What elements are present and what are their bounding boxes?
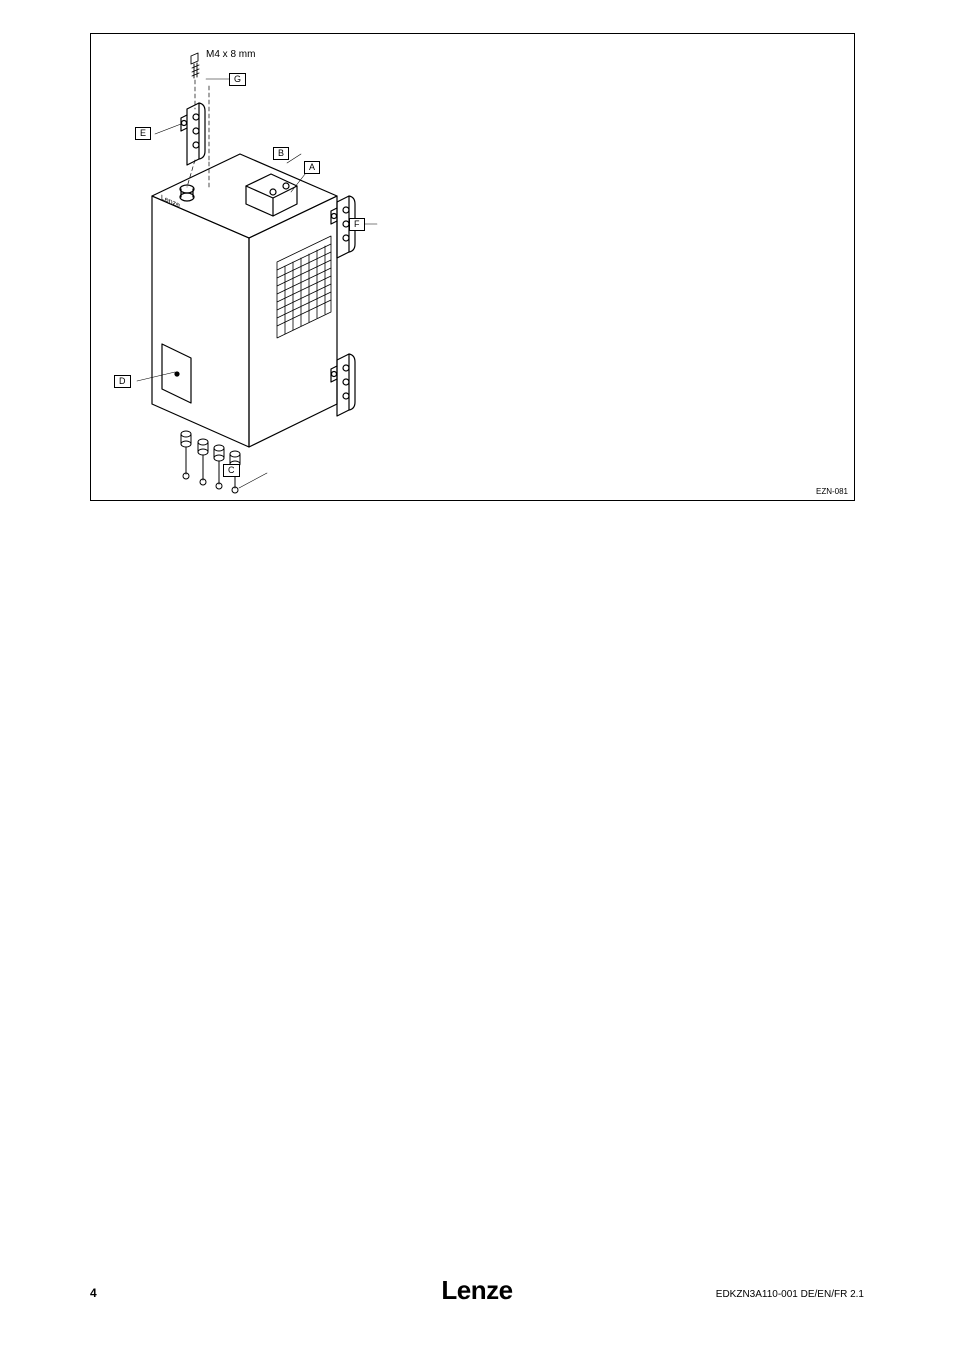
- callout-f: F: [349, 218, 365, 231]
- callout-e: E: [135, 127, 151, 140]
- page-footer: 4 Lenze EDKZN3A110-001 DE/EN/FR 2.1: [90, 1270, 864, 1300]
- figure-id-label: EZN-081: [816, 487, 848, 496]
- callout-a: A: [304, 161, 320, 174]
- callout-d: D: [114, 375, 131, 388]
- callout-b: B: [273, 147, 289, 160]
- page: Lenze: [0, 0, 954, 1350]
- figure-container: Lenze: [90, 33, 855, 501]
- document-id: EDKZN3A110-001 DE/EN/FR 2.1: [716, 1289, 864, 1300]
- fastener-spec-label: M4 x 8 mm: [206, 49, 255, 60]
- callout-g: G: [229, 73, 246, 86]
- technical-diagram: Lenze: [91, 34, 856, 502]
- callout-c: C: [223, 464, 240, 477]
- page-number: 4: [90, 1286, 97, 1300]
- brand-logo: Lenze: [441, 1275, 512, 1306]
- svg-text:Lenze: Lenze: [161, 192, 180, 209]
